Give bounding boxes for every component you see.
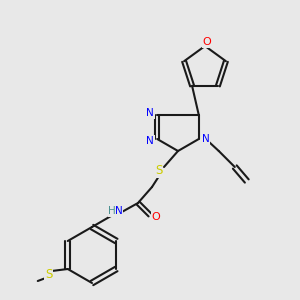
Text: N: N	[115, 206, 123, 216]
Text: S: S	[45, 268, 52, 281]
Text: S: S	[155, 164, 163, 178]
Text: N: N	[146, 108, 154, 118]
Text: N: N	[202, 134, 210, 144]
Text: N: N	[146, 136, 154, 146]
Text: H: H	[108, 206, 116, 216]
Text: O: O	[202, 37, 211, 47]
Text: O: O	[152, 212, 160, 222]
